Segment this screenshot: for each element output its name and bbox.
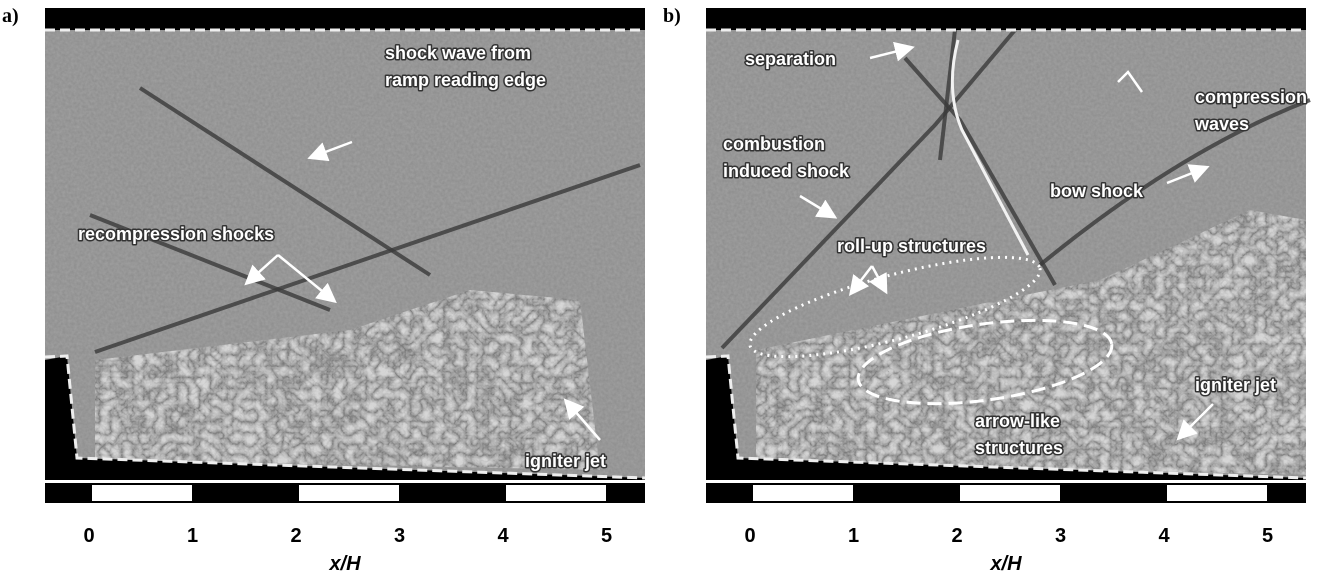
annotation: structures [975,438,1063,458]
x-tick-label: 0 [744,525,755,547]
x-tick-label: 5 [601,525,612,547]
x-tick-label: 2 [290,525,301,547]
panel-label: b) [663,5,681,27]
x-tick-label: 2 [951,525,962,547]
annotation: shock wave from [385,43,531,63]
annotation: combustion [723,134,825,154]
x-tick-label: 5 [1262,525,1273,547]
panel: b) 0 1 2 3 4 5 x/H separation compression waves com… [663,5,1310,575]
annotation: compression [1195,87,1307,107]
scale-segment [92,485,192,501]
scale-segment [960,485,1060,501]
figure: a) 0 1 2 3 4 5 x/H shock wave from ramp reading e… [0,0,1324,575]
annotation: separation [745,49,836,69]
x-tick-label: 3 [1055,525,1066,547]
annotation: igniter jet [525,451,606,471]
x-tick-label: 4 [1158,525,1170,547]
x-tick-label: 3 [394,525,405,547]
x-axis-label: x/H [328,553,361,575]
scale-segment [1167,485,1267,501]
annotation: induced shock [723,161,850,181]
scale-segment [506,485,606,501]
scale-segment [299,485,399,501]
top-wall [706,8,1306,30]
annotation: ramp reading edge [385,70,546,90]
annotation: roll-up structures [837,236,986,256]
scale-segment [753,485,853,501]
x-tick-label: 4 [497,525,509,547]
annotation: waves [1194,114,1249,134]
x-axis-label: x/H [989,553,1022,575]
annotation: bow shock [1050,181,1144,201]
x-tick-label: 0 [83,525,94,547]
annotation: igniter jet [1195,375,1276,395]
top-wall [45,8,645,30]
panel-label: a) [2,5,19,27]
annotation: recompression shocks [78,224,274,244]
x-tick-label: 1 [187,525,198,547]
annotation: arrow-like [975,411,1060,431]
panel: a) 0 1 2 3 4 5 x/H shock wave from ramp reading e… [2,5,645,575]
x-tick-label: 1 [848,525,859,547]
